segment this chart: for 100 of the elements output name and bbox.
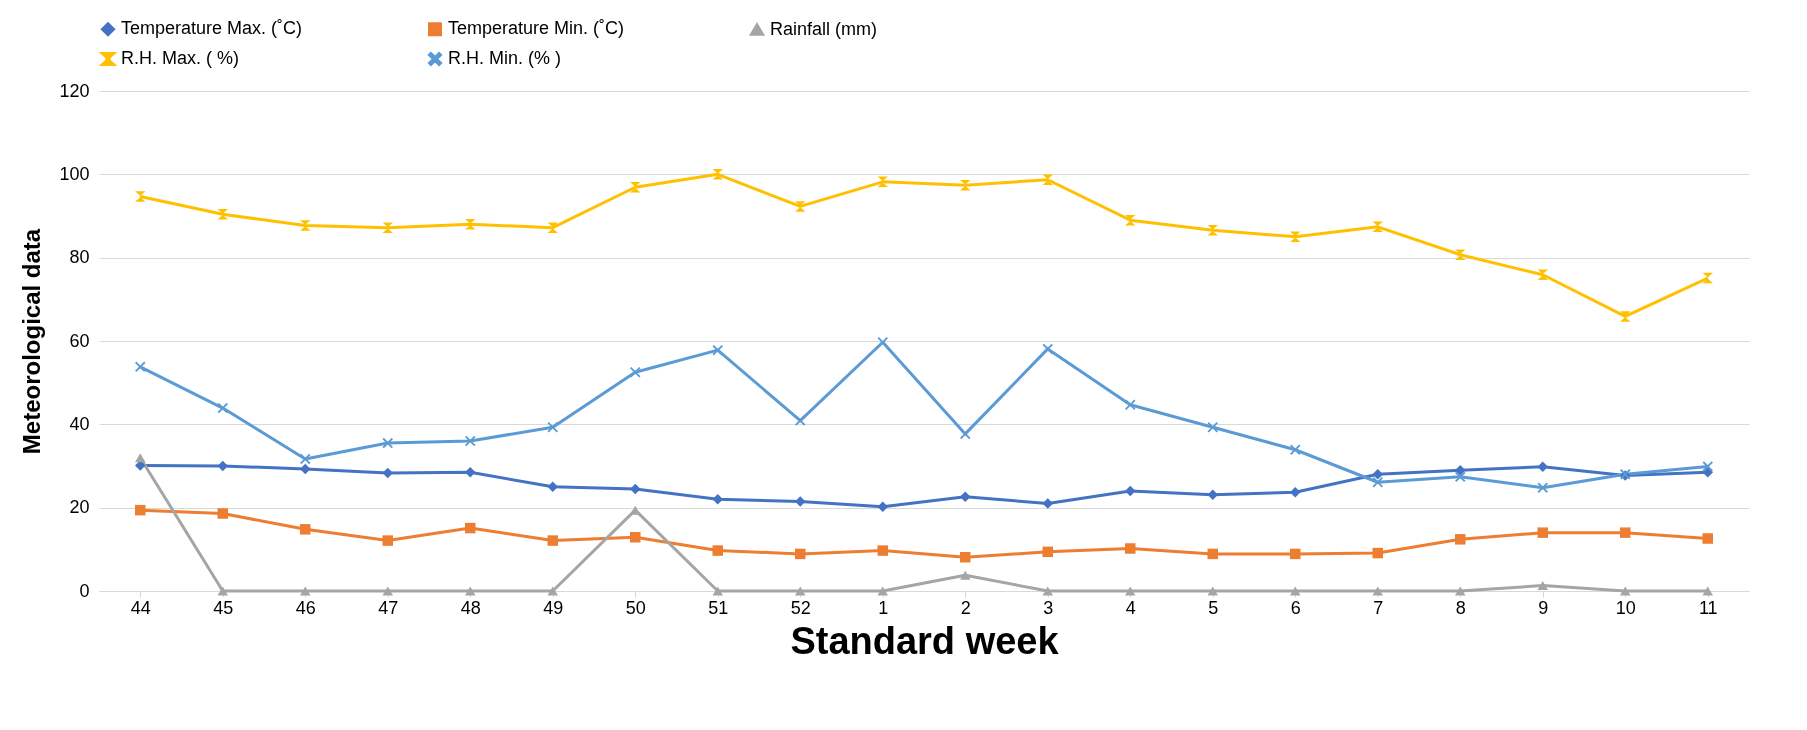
point — [795, 586, 806, 596]
point — [1125, 485, 1136, 497]
point — [1290, 231, 1301, 243]
point — [217, 508, 228, 519]
point — [135, 191, 146, 202]
point — [960, 179, 971, 191]
point — [1702, 533, 1713, 544]
point — [217, 209, 228, 220]
point — [135, 504, 146, 516]
point — [1290, 586, 1301, 596]
point — [1290, 487, 1301, 498]
point — [630, 483, 641, 495]
point — [1207, 422, 1218, 433]
x-tick-label: 2 — [960, 597, 971, 618]
point — [795, 496, 806, 507]
point — [1042, 586, 1053, 596]
legend-label: R.H. Max. ( %) — [121, 48, 240, 68]
point — [1620, 586, 1631, 596]
point — [547, 535, 558, 546]
point — [465, 467, 476, 478]
point — [712, 344, 723, 356]
point — [1702, 272, 1713, 284]
x-tick-label: 9 — [1538, 597, 1549, 618]
point — [1537, 527, 1548, 538]
point — [1125, 399, 1136, 410]
point — [795, 415, 806, 426]
point — [1207, 548, 1218, 560]
point — [217, 460, 228, 472]
point — [960, 491, 971, 503]
y-tick-label: 20 — [69, 497, 90, 518]
y-tick-label: 40 — [69, 413, 90, 434]
point — [1455, 534, 1466, 545]
point — [1537, 482, 1548, 493]
point — [1455, 471, 1466, 483]
point — [1042, 498, 1053, 509]
x-tick-label: 5 — [1208, 597, 1219, 618]
point — [1372, 221, 1383, 233]
point — [1372, 477, 1383, 488]
point — [630, 182, 641, 193]
point — [1290, 444, 1301, 455]
point — [300, 463, 311, 475]
x-tick-label: 49 — [543, 597, 564, 618]
point — [135, 453, 146, 463]
point — [877, 545, 888, 556]
point — [382, 586, 393, 596]
legend-label: Temperature Min. (˚C) — [448, 18, 625, 39]
point — [1207, 489, 1218, 500]
point — [1372, 469, 1383, 480]
y-tick-label: 120 — [59, 80, 90, 101]
x-tick-label: 46 — [295, 597, 316, 618]
x-tick-label: 47 — [378, 597, 399, 618]
point — [877, 176, 888, 188]
point — [547, 422, 558, 433]
x-tick-label: 7 — [1373, 597, 1384, 618]
point — [712, 545, 723, 556]
point — [1042, 174, 1053, 185]
point — [1455, 249, 1466, 260]
point — [1125, 586, 1136, 596]
x-tick-label: 1 — [878, 597, 889, 618]
point — [135, 361, 146, 373]
point — [1372, 586, 1383, 596]
point — [795, 548, 806, 560]
x-axis-title: Standard week — [790, 619, 1060, 662]
x-tick-label: 50 — [625, 597, 646, 618]
point — [217, 402, 228, 414]
point — [382, 222, 393, 233]
x-tick-label: 3 — [1043, 597, 1054, 618]
point — [547, 586, 558, 596]
point — [1537, 269, 1548, 280]
point — [1125, 214, 1136, 226]
point — [1125, 543, 1136, 554]
point — [630, 367, 641, 378]
x-tick-label: 52 — [790, 597, 811, 618]
point — [960, 570, 971, 580]
point — [712, 586, 723, 596]
point — [630, 532, 641, 543]
point — [300, 524, 311, 535]
legend-label: Rainfall (mm) — [770, 18, 878, 39]
point — [1207, 224, 1218, 236]
point — [382, 467, 393, 479]
point — [1620, 311, 1631, 322]
point — [300, 220, 311, 231]
legend-label: R.H. Min. (% ) — [448, 48, 562, 68]
point — [465, 435, 476, 447]
point — [217, 586, 228, 596]
x-tick-label: 8 — [1455, 597, 1466, 618]
point — [465, 522, 476, 534]
point — [1620, 527, 1631, 538]
point — [300, 586, 311, 596]
x-tick-label: 48 — [460, 597, 481, 618]
point — [547, 481, 558, 493]
x-tick-label: 10 — [1615, 597, 1636, 618]
point — [1702, 586, 1713, 596]
point — [877, 586, 888, 596]
point — [1455, 586, 1466, 596]
point — [382, 535, 393, 546]
y-tick-label: 0 — [79, 580, 90, 601]
point — [712, 494, 723, 505]
point — [465, 586, 476, 596]
y-axis-title: Meteorological data — [18, 228, 46, 455]
